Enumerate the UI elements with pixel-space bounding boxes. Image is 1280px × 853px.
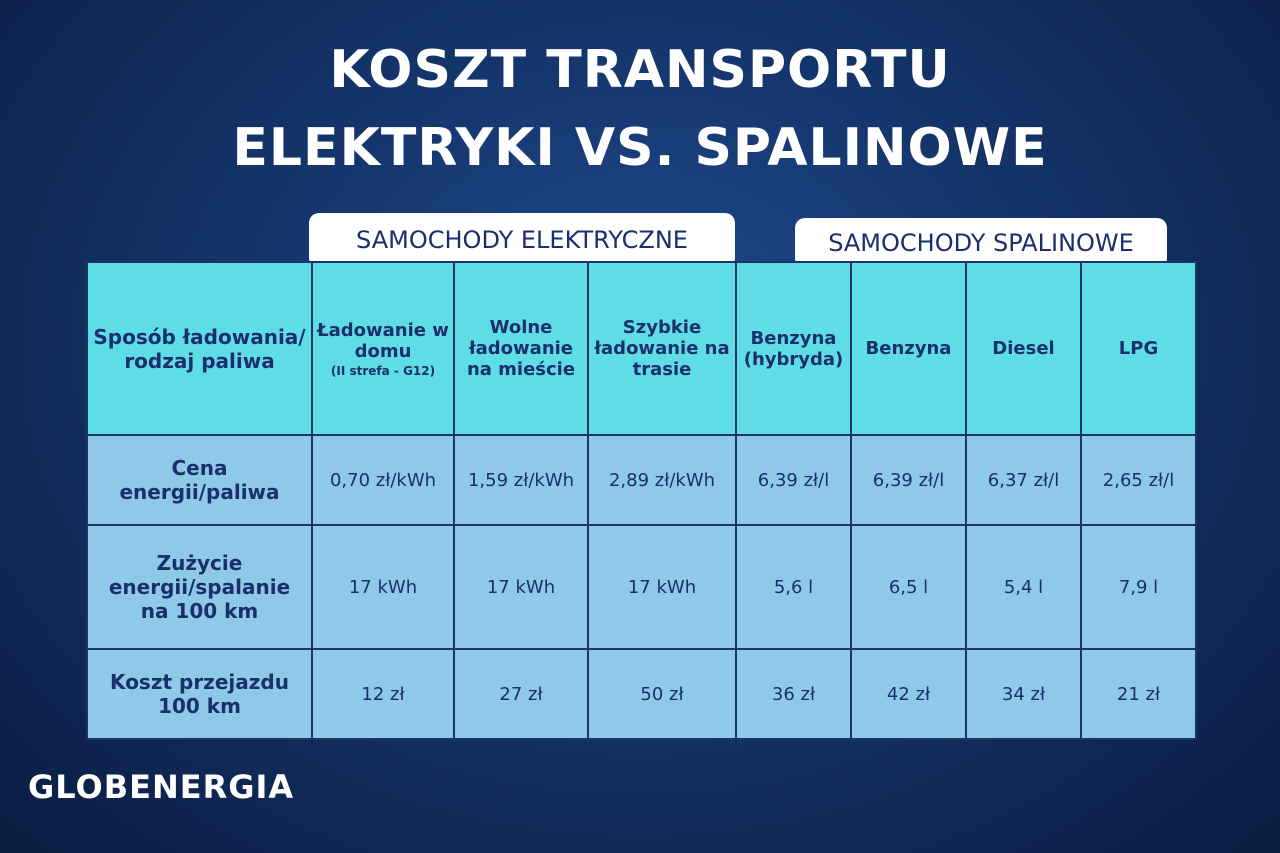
brand-logo: GLOBENERGIA — [28, 768, 295, 806]
header-cell: Benzyna (hybryda) — [735, 261, 852, 436]
cost-table: Sposób ładowania/ rodzaj paliwa Ładowanie… — [86, 261, 1197, 740]
header-note: (II strefa - G12) — [330, 363, 436, 378]
table-row: Koszt przejazdu 100 km 12 zł 27 zł 50 zł 36 … — [86, 648, 1197, 740]
title-line: ELEKTRYKI VS. SPALINOWE — [232, 118, 1048, 178]
cell: 36 zł — [735, 648, 852, 740]
title-line: KOSZT TRANSPORTU — [329, 40, 951, 100]
header-cell: Wolne ładowanie na mieście — [453, 261, 589, 436]
table-row: Cena energii/paliwa 0,70 zł/kWh 1,59 zł/kW… — [86, 434, 1197, 526]
header-cell: Sposób ładowania/ rodzaj paliwa — [86, 261, 313, 436]
row-label: Cena energii/paliwa — [86, 434, 313, 526]
cell: 2,65 zł/l — [1080, 434, 1197, 526]
cell: 5,6 l — [735, 524, 852, 650]
header-text: Diesel — [992, 338, 1055, 359]
cell: 34 zł — [965, 648, 1082, 740]
cell: 7,9 l — [1080, 524, 1197, 650]
cell: 17 kWh — [587, 524, 737, 650]
cell: 42 zł — [850, 648, 967, 740]
cell: 21 zł — [1080, 648, 1197, 740]
group-label: SAMOCHODY ELEKTRYCZNE — [309, 213, 735, 268]
cell: 6,37 zł/l — [965, 434, 1082, 526]
header-cell: Diesel — [965, 261, 1082, 436]
header-text: Benzyna (hybryda) — [743, 327, 844, 370]
cell: 50 zł — [587, 648, 737, 740]
header-text: Ładowanie w domu — [317, 319, 449, 362]
header-text: Sposób ładowania/ rodzaj paliwa — [93, 324, 306, 373]
header-cell: Benzyna — [850, 261, 967, 436]
cell: 6,39 zł/l — [735, 434, 852, 526]
cell: 17 kWh — [311, 524, 455, 650]
cell: 2,89 zł/kWh — [587, 434, 737, 526]
cell: 1,59 zł/kWh — [453, 434, 589, 526]
header-text: LPG — [1118, 338, 1159, 359]
header-cell: Ładowanie w domu (II strefa - G12) — [311, 261, 455, 436]
header-cell: LPG — [1080, 261, 1197, 436]
cell: 27 zł — [453, 648, 589, 740]
cell: 6,39 zł/l — [850, 434, 967, 526]
header-text: Wolne ładowanie na mieście — [466, 317, 576, 380]
cell: 17 kWh — [453, 524, 589, 650]
cell: 6,5 l — [850, 524, 967, 650]
row-label: Zużycie energii/spalanie na 100 km — [86, 524, 313, 650]
cell: 0,70 zł/kWh — [311, 434, 455, 526]
group-label: SAMOCHODY SPALINOWE — [795, 218, 1167, 268]
cell: 12 zł — [311, 648, 455, 740]
row-label: Koszt przejazdu 100 km — [86, 648, 313, 740]
header-text: Benzyna — [865, 338, 952, 359]
cell: 5,4 l — [965, 524, 1082, 650]
header-cell: Szybkie ładowanie na trasie — [587, 261, 737, 436]
table-row: Zużycie energii/spalanie na 100 km 17 kWh… — [86, 524, 1197, 650]
header-text: Szybkie ładowanie na trasie — [594, 317, 730, 380]
